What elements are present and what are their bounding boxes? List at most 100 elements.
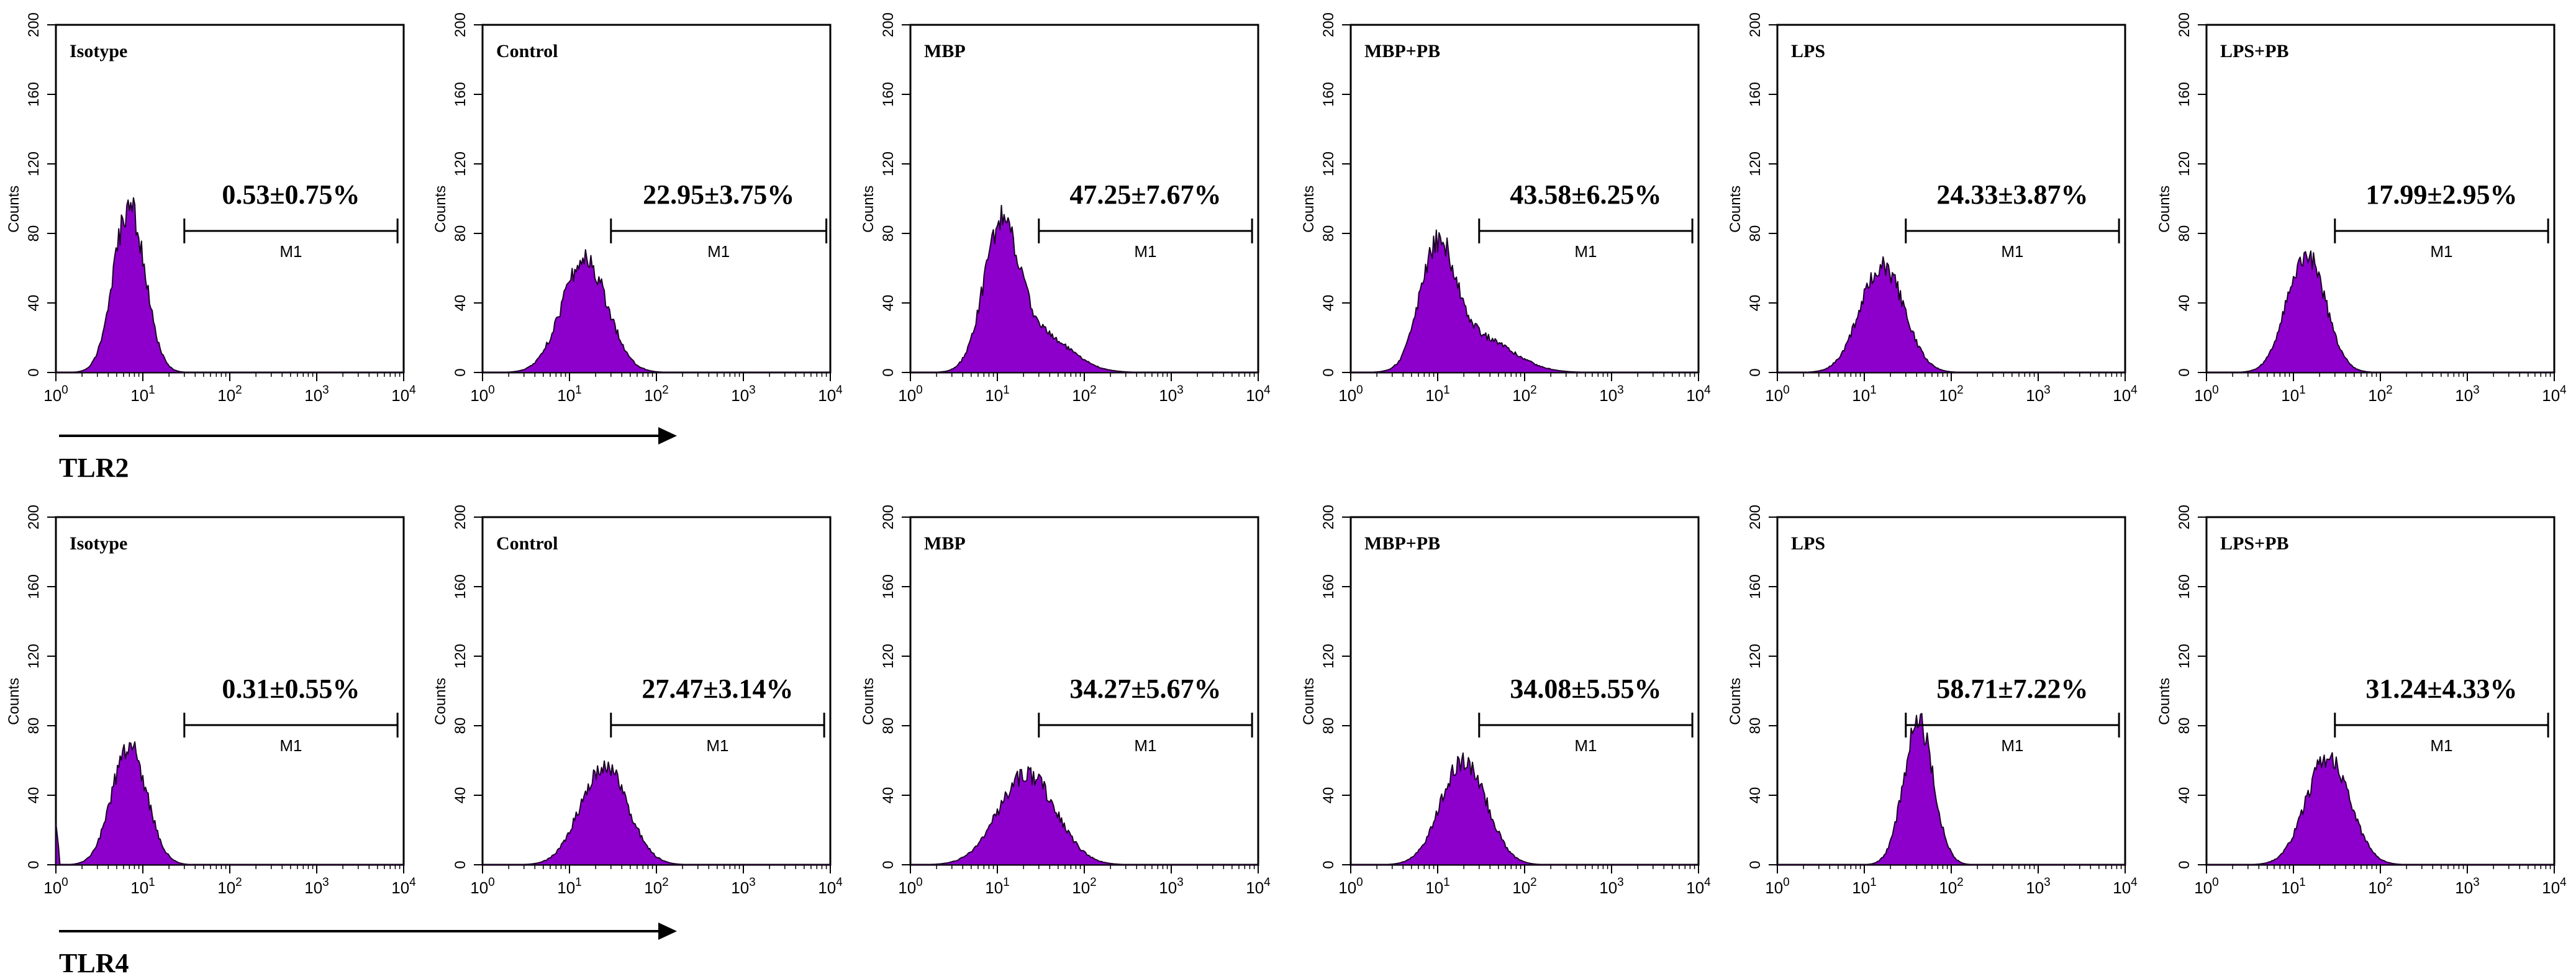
percent-value-label: 22.95±3.75%: [643, 179, 794, 210]
y-tick-label: 120: [25, 151, 42, 176]
x-tick-label: 103: [304, 384, 329, 405]
y-axis-label: Counts: [432, 186, 449, 233]
y-tick-label: 160: [1320, 574, 1337, 599]
panel-title: Control: [496, 41, 558, 61]
y-axis-label: Counts: [6, 678, 22, 725]
panel-title: LPS: [1791, 41, 1825, 61]
y-tick-label: 80: [25, 718, 42, 734]
x-tick-label: 101: [130, 876, 155, 897]
marker-label: M1: [706, 736, 728, 755]
x-tick-label: 102: [2368, 876, 2393, 897]
x-tick-label: 100: [898, 876, 923, 897]
x-tick-label: 104: [1246, 384, 1271, 405]
histogram-area: [1777, 256, 2126, 373]
y-tick-label: 120: [1320, 644, 1337, 669]
x-tick-label: 100: [1765, 876, 1790, 897]
y-tick-label: 0: [1320, 368, 1337, 376]
y-tick-label: 200: [25, 12, 42, 37]
panel-frame: [909, 516, 1259, 866]
x-tick-label: 102: [644, 384, 669, 405]
y-tick-label: 0: [1747, 860, 1764, 868]
x-tick-label: 102: [1939, 876, 1964, 897]
x-tick-label: 103: [1159, 876, 1184, 897]
marker-label: M1: [1134, 242, 1156, 261]
y-tick-label: 120: [1747, 151, 1764, 176]
y-tick-label: 40: [25, 295, 42, 312]
x-tick-label: 100: [2194, 876, 2219, 897]
x-tick-label: 104: [2113, 876, 2138, 897]
percent-value-label: 17.99±2.95%: [2365, 179, 2517, 210]
x-tick-label: 102: [1512, 384, 1537, 405]
percent-value-label: 24.33±3.87%: [1936, 179, 2088, 210]
y-tick-label: 120: [1320, 151, 1337, 176]
histogram-area: [55, 197, 404, 373]
panel-title: Isotype: [70, 41, 127, 61]
y-tick-label: 40: [1747, 787, 1764, 804]
y-tick-label: 80: [452, 225, 469, 242]
marker-label: M1: [279, 736, 302, 755]
panel-frame: [1776, 24, 2126, 374]
percent-value-label: 31.24±4.33%: [2365, 674, 2517, 704]
y-tick-label: 160: [880, 82, 897, 107]
y-axis-label: Counts: [1727, 678, 1744, 725]
direction-arrow-head: [658, 923, 677, 940]
y-axis-label: Counts: [2156, 678, 2173, 725]
y-tick-label: 40: [880, 295, 897, 312]
histogram-panel: M1 24.33±3.87% LPS 0 40 80 120 160 200 Counts 100 1…: [1727, 12, 2138, 405]
y-axis-label: Counts: [1727, 186, 1744, 233]
y-tick-label: 80: [25, 225, 42, 242]
marker-label: M1: [279, 242, 302, 261]
y-axis-label: Counts: [2156, 186, 2173, 233]
panel-frame: [909, 24, 1259, 374]
y-tick-label: 160: [1747, 82, 1764, 107]
histogram-area: [1350, 229, 1699, 373]
x-tick-label: 103: [1159, 384, 1184, 405]
panel-frame: [2205, 24, 2556, 374]
y-tick-label: 80: [1747, 225, 1764, 242]
percent-value-label: 0.53±0.75%: [222, 179, 360, 210]
percent-value-label: 0.31±0.55%: [222, 674, 360, 704]
y-tick-label: 40: [25, 787, 42, 804]
marker-label: M1: [2430, 242, 2452, 261]
y-tick-label: 0: [25, 860, 42, 868]
panel-title: MBP+PB: [1364, 533, 1440, 554]
marker-m1: [183, 219, 399, 243]
histogram-area: [2206, 250, 2555, 373]
y-tick-label: 160: [1747, 574, 1764, 599]
x-tick-label: 104: [391, 384, 416, 405]
y-tick-label: 0: [2176, 368, 2193, 376]
marker-m1: [610, 219, 828, 243]
panel-frame: [2205, 516, 2556, 866]
x-tick-label: 104: [818, 384, 843, 405]
x-tick-label: 103: [1599, 876, 1624, 897]
y-tick-label: 40: [1320, 295, 1337, 312]
histogram-area: [2206, 752, 2555, 865]
marker-m1: [2334, 713, 2549, 738]
x-tick-label: 102: [2368, 384, 2393, 405]
histogram-panel: M1 58.71±7.22% LPS 0 40 80 120 160 200 Counts 100 1…: [1727, 505, 2138, 897]
marker-m1: [1478, 713, 1694, 738]
x-tick-label: 104: [391, 876, 416, 897]
y-tick-label: 160: [1320, 82, 1337, 107]
y-tick-label: 200: [1320, 12, 1337, 37]
y-tick-label: 160: [452, 574, 469, 599]
y-tick-label: 200: [1747, 12, 1764, 37]
y-tick-label: 40: [2176, 295, 2193, 312]
histogram-panel: M1 34.08±5.55% MBP+PB 0 40 80 120 160 200 Counts 1…: [1300, 505, 1711, 897]
panel-title: Isotype: [70, 533, 127, 554]
y-tick-label: 120: [25, 644, 42, 669]
y-tick-label: 120: [2176, 151, 2193, 176]
percent-value-label: 58.71±7.22%: [1936, 674, 2088, 704]
y-tick-label: 160: [25, 574, 42, 599]
y-tick-label: 160: [2176, 82, 2193, 107]
y-tick-label: 80: [880, 225, 897, 242]
panel-title: LPS+PB: [2220, 41, 2288, 61]
percent-value-label: 34.27±5.67%: [1069, 674, 1221, 704]
x-tick-label: 103: [2455, 876, 2480, 897]
x-tick-label: 101: [985, 384, 1010, 405]
x-tick-label: 100: [2194, 384, 2219, 405]
receptor-label: TLR2: [59, 453, 129, 483]
panel-frame: [481, 24, 832, 374]
y-axis-label: Counts: [1300, 186, 1317, 233]
